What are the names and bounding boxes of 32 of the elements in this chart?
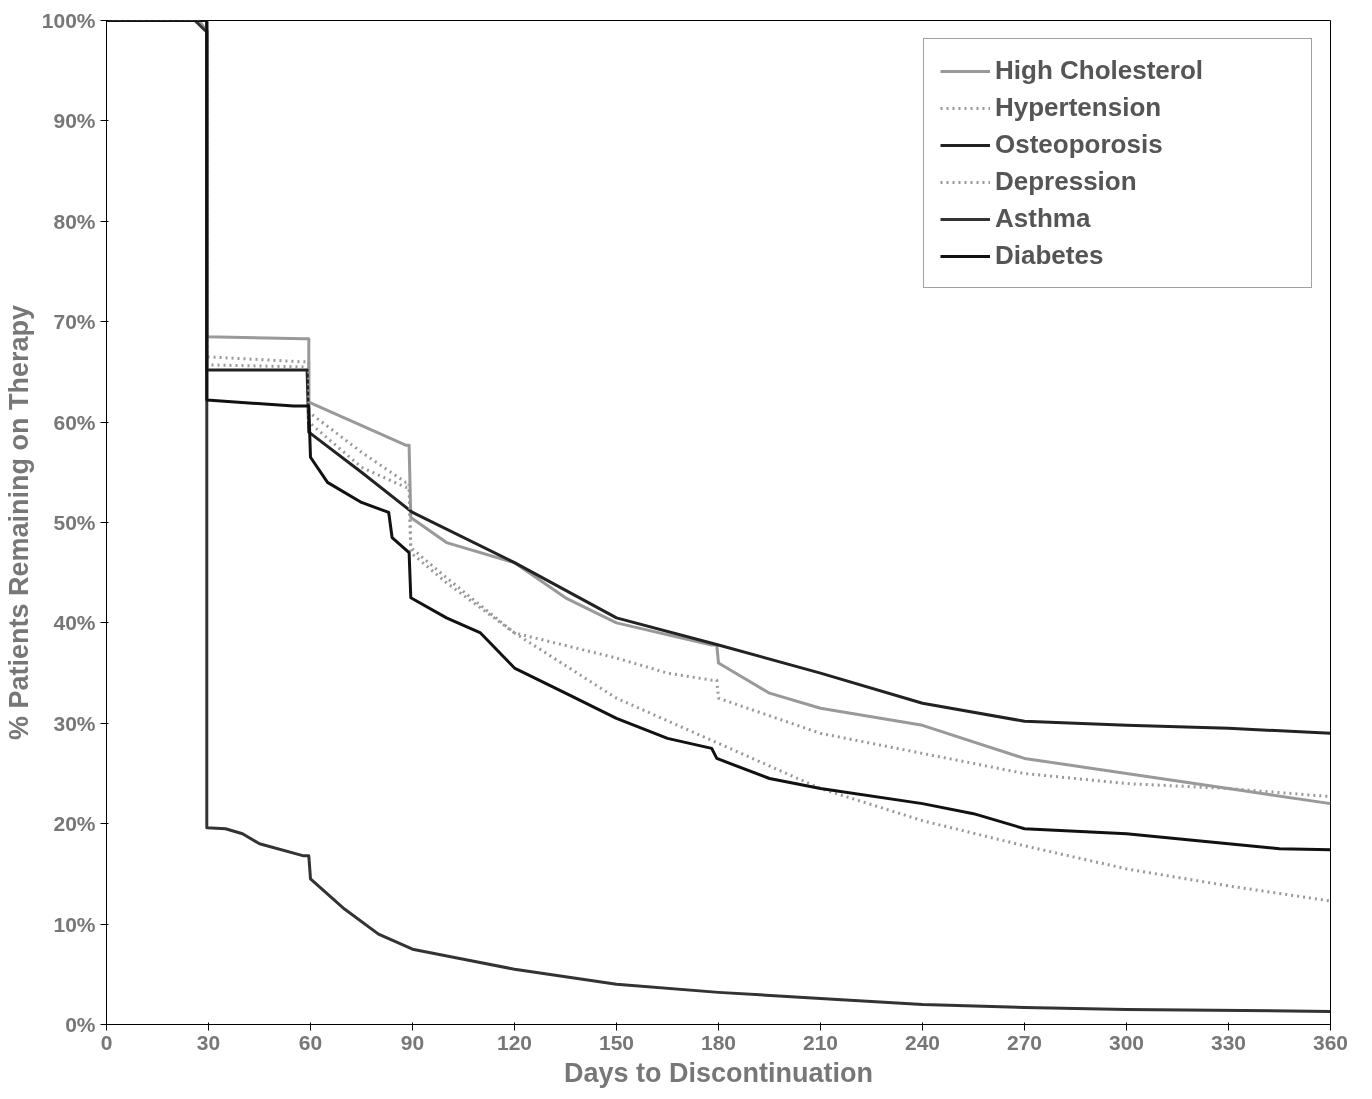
x-tick-label: 0 [100,1030,113,1054]
legend-label: Asthma [995,203,1092,234]
x-tick-label: 90 [400,1030,425,1054]
y-axis-title: % Patients Remaining on Therapy [3,304,34,741]
x-tick-label: 180 [700,1030,737,1054]
y-tick-label: 40% [53,611,96,635]
x-tick-label: 30 [196,1030,221,1054]
x-tick-label: 60 [298,1030,323,1054]
y-tick-label: 30% [53,711,96,735]
y-tick-label: 100% [41,9,96,32]
x-tick-label: 210 [802,1030,839,1054]
y-tick-label: 80% [53,209,96,233]
x-axis-title: Days to Discontinuation [563,1057,874,1088]
legend-label: Hypertension [995,92,1163,123]
y-tick-label: 50% [53,511,96,534]
y-tick-label: 0% [65,1013,96,1036]
x-tick-label: 270 [1006,1030,1043,1054]
x-tick-label: 240 [904,1030,941,1054]
legend-label: Diabetes [995,240,1105,271]
legend-label: Depression [995,166,1138,197]
y-tick-label: 90% [53,109,96,133]
x-tick-label: 360 [1312,1030,1349,1054]
y-tick-label: 70% [53,310,96,334]
x-tick-label: 330 [1210,1030,1247,1054]
legend-label: High Cholesterol [995,55,1204,86]
y-tick-label: 60% [53,410,96,434]
y-tick-label: 10% [53,912,96,936]
x-tick-label: 150 [598,1030,635,1054]
x-tick-label: 120 [496,1030,533,1054]
y-tick-label: 20% [53,812,96,836]
x-tick-label: 300 [1108,1030,1145,1054]
legend-label: Osteoporosis [995,129,1164,160]
